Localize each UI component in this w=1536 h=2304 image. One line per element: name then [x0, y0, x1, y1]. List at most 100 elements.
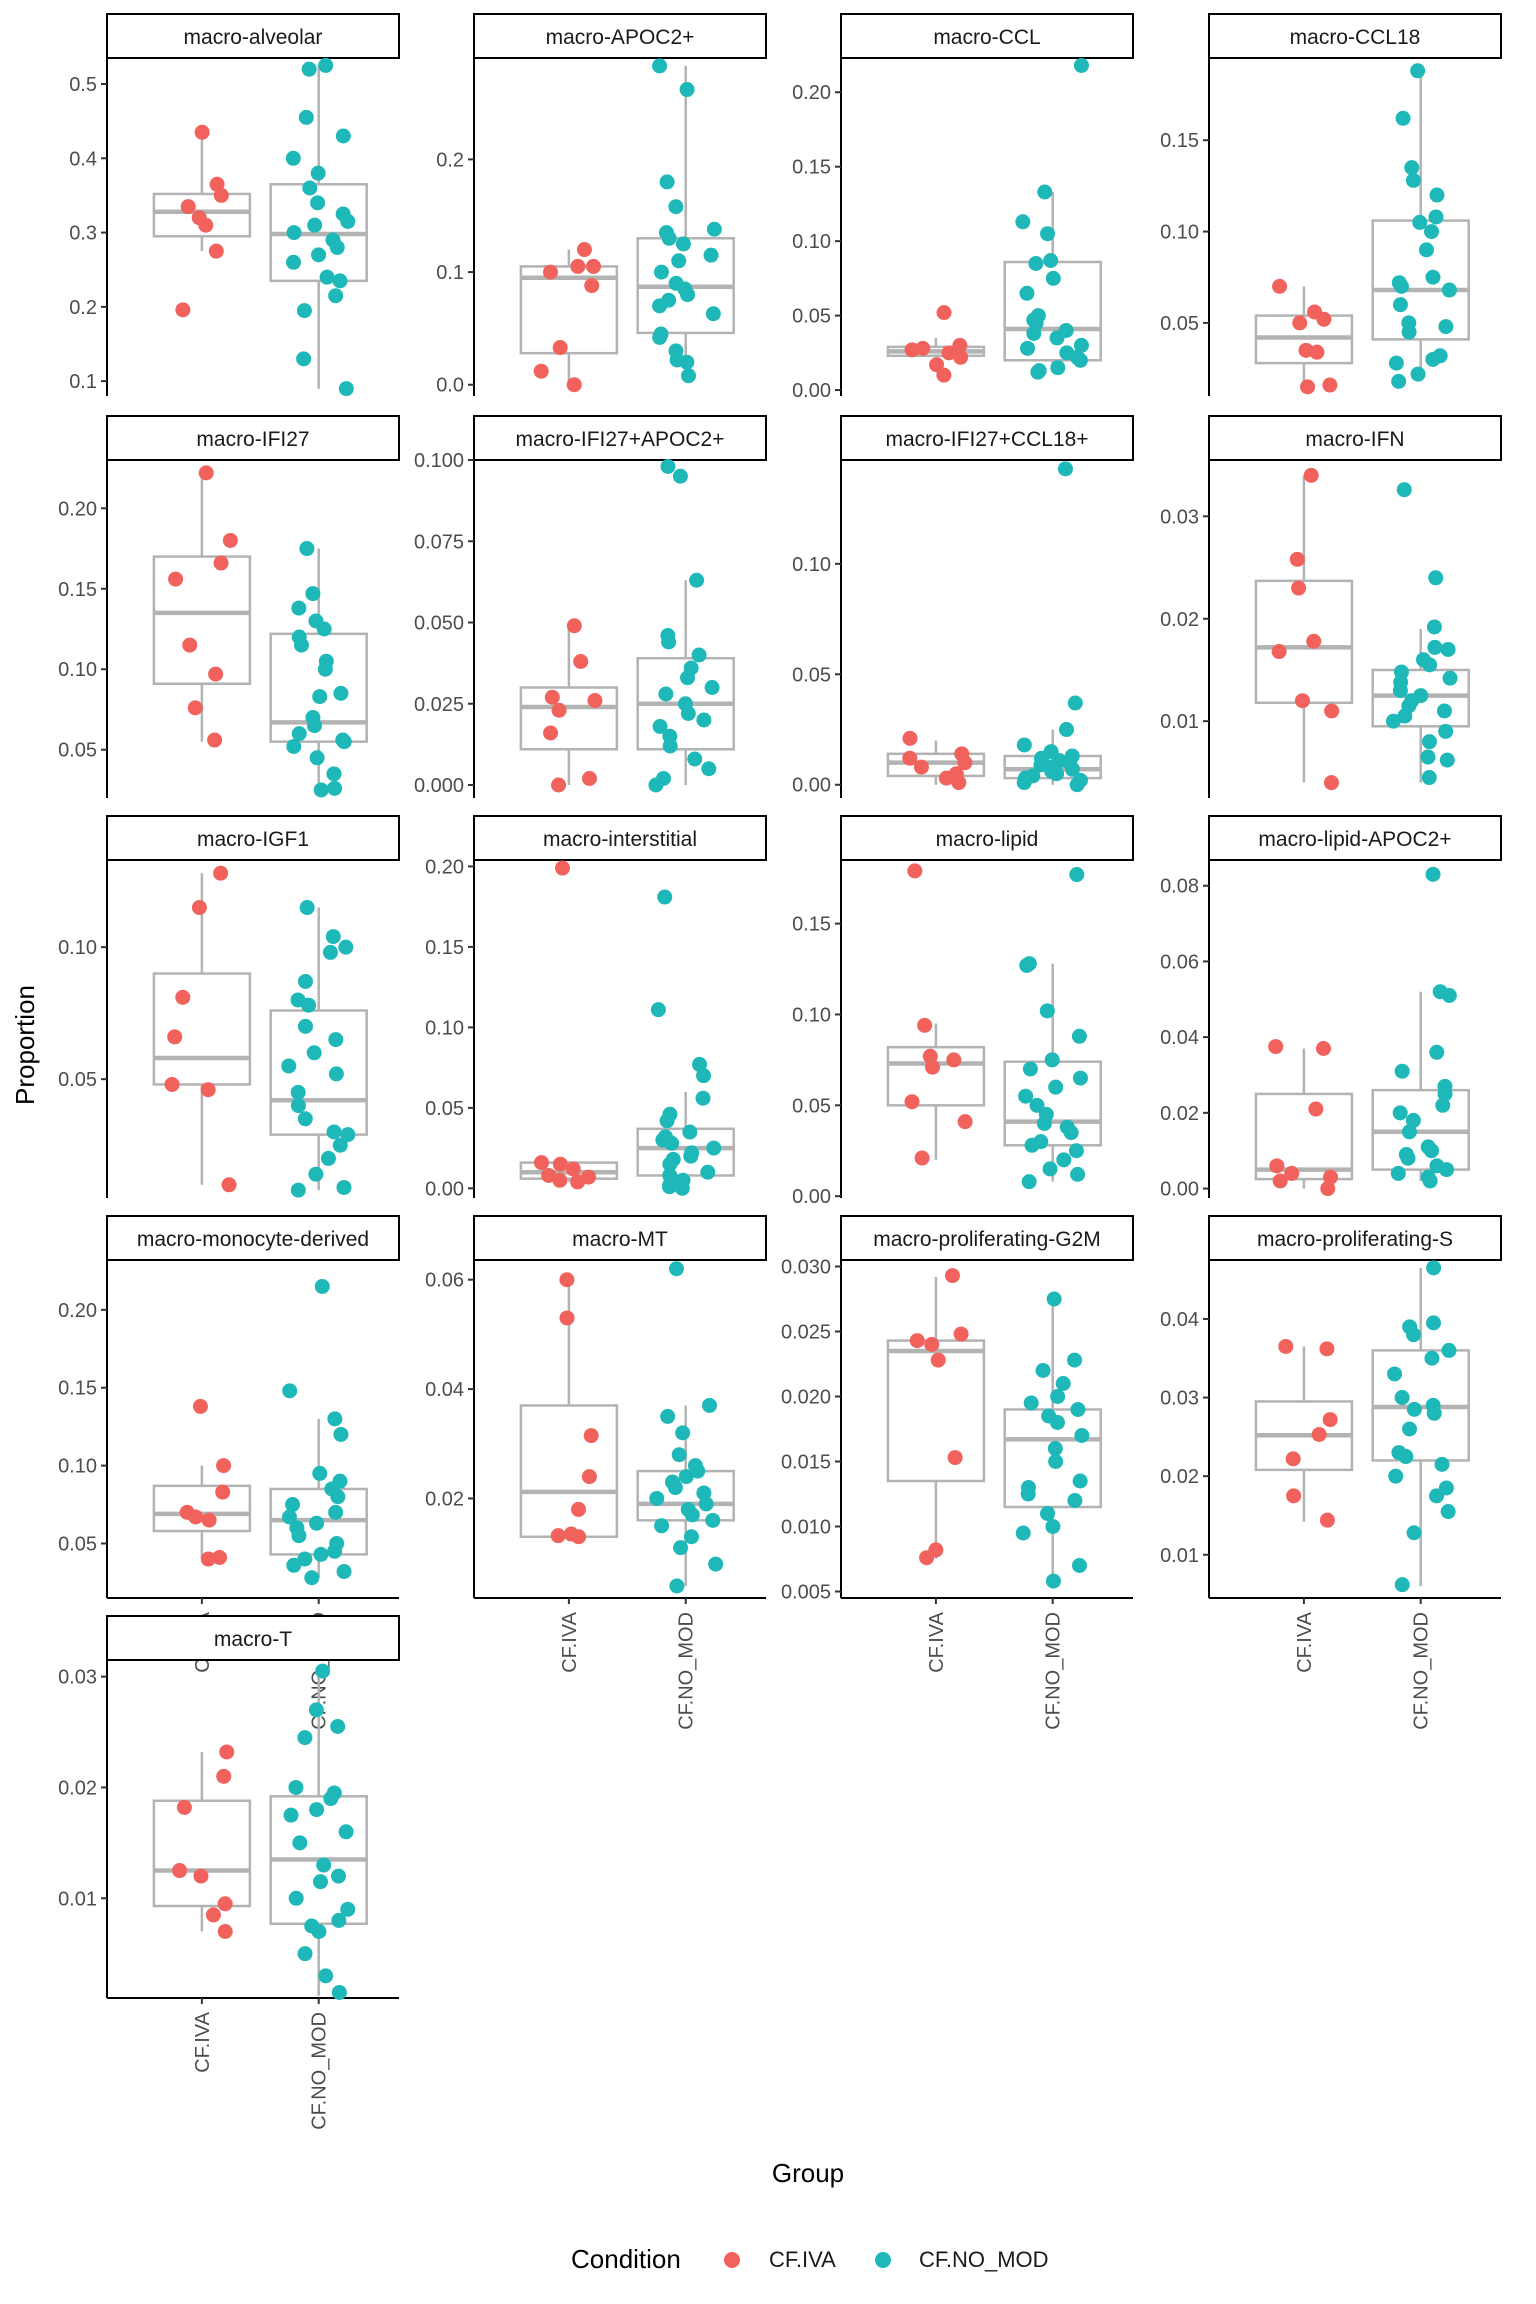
data-point	[953, 349, 969, 365]
y-tick-label: 0.100	[414, 450, 464, 472]
data-point	[291, 726, 307, 742]
data-point	[315, 1663, 331, 1679]
data-point	[662, 1167, 678, 1183]
panel-macro-lipid: macro-lipid 0.00 0.05 0.10 0.15	[792, 815, 1134, 1208]
data-point	[1390, 1165, 1406, 1181]
data-point	[684, 1145, 700, 1161]
data-point	[302, 180, 318, 196]
data-point	[340, 1901, 356, 1917]
data-point	[329, 1535, 345, 1551]
data-point	[662, 728, 678, 744]
strip-macro-ifi27-apoc2	[473, 415, 767, 461]
data-point	[1284, 1165, 1300, 1181]
strip-label: macro-T	[214, 1628, 292, 1651]
data-point	[316, 1857, 332, 1873]
data-point	[1406, 1525, 1422, 1541]
panel-macro-proliferating-g2m: macro-proliferating-G2M 0.005 0.010 0.015 0.…	[781, 1215, 1134, 1730]
data-point	[1022, 1061, 1038, 1077]
box-cf-iva	[886, 337, 986, 365]
data-point	[902, 730, 918, 746]
data-point	[326, 766, 342, 782]
strip-label: macro-proliferating-G2M	[873, 1228, 1101, 1251]
data-point	[1434, 1456, 1450, 1472]
data-point	[552, 340, 568, 356]
data-point	[193, 1868, 209, 1884]
data-point	[683, 1529, 699, 1545]
data-point	[673, 1540, 689, 1556]
y-tick-label: 0.05	[58, 1069, 97, 1091]
data-point	[1271, 644, 1287, 660]
y-tick-label: 0.05	[792, 1095, 831, 1117]
panel-macro-ccl18: macro-CCL18 0.05 0.10 0.15	[1160, 13, 1502, 396]
panel-macro-interstitial: macro-interstitial 0.00 0.05 0.10 0.15 0.20	[425, 815, 767, 1200]
x-axis-title: Group	[772, 2158, 844, 2188]
y-tick-label: 0.20	[792, 82, 831, 104]
panel-macro-lipid-apoc2: macro-lipid-APOC2+ 0.00 0.02 0.04 0.06 0.08	[1160, 815, 1502, 1201]
data-point	[331, 1868, 347, 1884]
y-tick-label: 0.3	[69, 223, 97, 245]
panel-macro-ifn: macro-IFN 0.01 0.02 0.03	[1160, 415, 1502, 798]
strip-macro-ifi27	[106, 415, 400, 461]
panel-macro-ifi27: macro-IFI27 0.05 0.10 0.15 0.20	[58, 415, 400, 798]
data-point	[559, 1310, 575, 1326]
data-point	[288, 1779, 304, 1795]
data-point	[570, 258, 586, 274]
data-point	[907, 863, 923, 879]
data-point	[1059, 1119, 1075, 1135]
data-point	[1311, 1427, 1327, 1443]
data-point	[328, 1504, 344, 1520]
data-point	[175, 302, 191, 318]
data-point	[902, 750, 918, 766]
data-point	[1020, 1480, 1036, 1495]
data-point	[581, 1469, 597, 1485]
data-point	[1426, 619, 1442, 635]
x-tick-label: CF.NO_MOD	[1411, 1612, 1433, 1730]
data-point	[1385, 713, 1401, 729]
data-point	[1285, 1451, 1301, 1467]
strip-label: macro-CCL	[933, 26, 1040, 49]
data-point	[1072, 772, 1088, 788]
x-tick-label: CF.NO_MOD	[676, 1612, 698, 1730]
data-point	[1402, 1319, 1418, 1335]
data-point	[180, 199, 196, 215]
data-point	[333, 685, 349, 701]
data-point	[292, 1835, 308, 1851]
data-point	[313, 1546, 329, 1562]
points-cf-iva	[168, 465, 238, 748]
data-point	[1300, 379, 1316, 395]
data-point	[307, 217, 323, 233]
points-cf-no-mod	[648, 459, 720, 793]
points-cf-iva	[1278, 1338, 1338, 1528]
data-point	[308, 1166, 324, 1182]
data-point	[1016, 737, 1032, 753]
data-point	[1425, 1397, 1441, 1413]
data-point	[1070, 1166, 1086, 1182]
legend-key-cf-no-mod	[875, 2252, 891, 2268]
data-point	[332, 273, 348, 289]
data-point	[554, 860, 570, 876]
data-point	[327, 780, 343, 796]
data-point	[1015, 214, 1031, 230]
data-point	[309, 750, 325, 766]
data-point	[336, 1179, 352, 1195]
points-cf-no-mod	[1018, 867, 1088, 1190]
data-point	[947, 1450, 963, 1466]
data-point	[692, 1056, 708, 1072]
data-point	[1427, 639, 1443, 655]
data-point	[313, 782, 329, 798]
y-tick-label: 0.1	[69, 371, 97, 393]
data-point	[1278, 1338, 1294, 1354]
data-point	[700, 1164, 716, 1180]
points-cf-iva	[533, 860, 597, 1190]
data-point	[318, 1968, 334, 1984]
strip-macro-ccl	[840, 13, 1134, 59]
data-point	[1058, 722, 1074, 738]
y-tick-label: 0.15	[792, 914, 831, 936]
data-point	[1424, 1350, 1440, 1366]
data-point	[328, 1066, 344, 1082]
data-point	[658, 686, 674, 702]
data-point	[1050, 360, 1066, 376]
data-point	[687, 1458, 703, 1474]
data-point	[291, 629, 307, 645]
data-point	[1435, 1097, 1451, 1113]
